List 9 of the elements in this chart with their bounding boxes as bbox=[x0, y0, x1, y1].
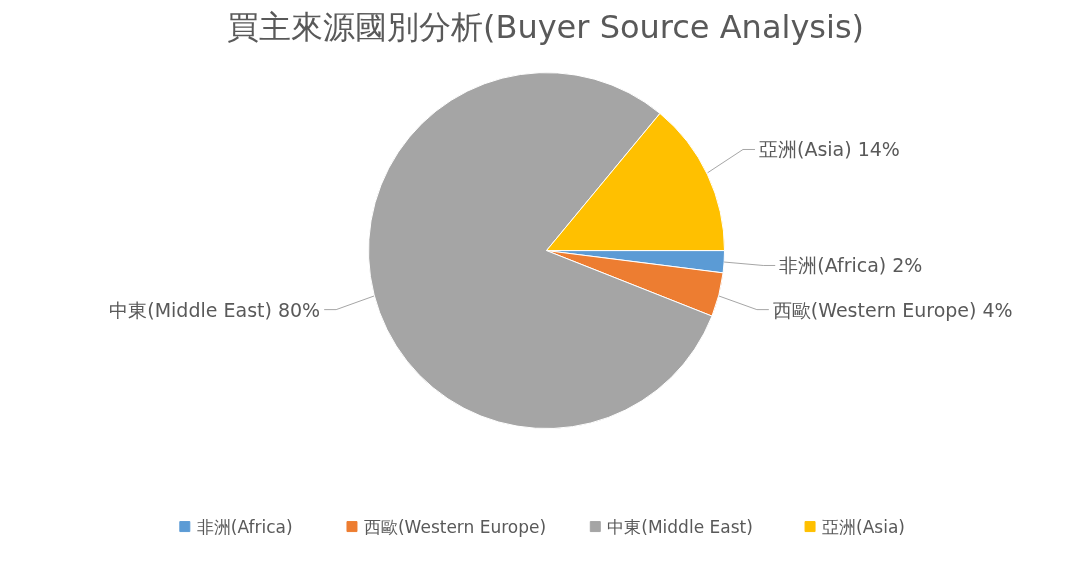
chart-title: 買主來源國別分析(Buyer Source Analysis) bbox=[226, 7, 865, 46]
legend-label: 中東(Middle East) bbox=[607, 516, 753, 537]
legend-label: 西歐(Western Europe) bbox=[363, 516, 547, 537]
legend-label: 亞洲(Asia) bbox=[822, 516, 905, 537]
legend-label: 非洲(Africa) bbox=[196, 516, 293, 537]
category-label: 亞洲(Asia) 14% bbox=[758, 138, 900, 161]
category-label: 非洲(Africa) 2% bbox=[779, 254, 923, 277]
category-label: 中東(Middle East) 80% bbox=[109, 298, 321, 321]
category-label: 西歐(Western Europe) 4% bbox=[772, 298, 1013, 321]
